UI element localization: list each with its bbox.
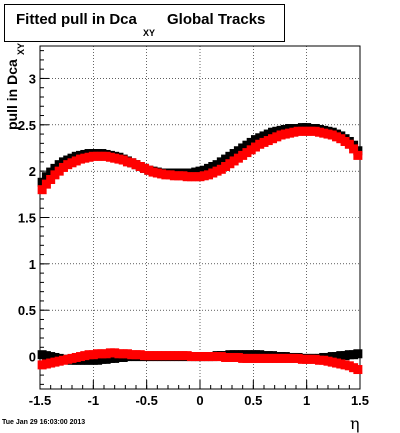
chart-title-rest: Global Tracks [167,11,266,28]
y-tick-label: 1.5 [18,211,36,226]
x-axis-label: η [350,414,360,433]
data-point [344,139,354,149]
y-tick-label: 3 [29,71,36,86]
y-axis-label-group [1,130,29,160]
data-point [349,144,359,154]
x-tick-label: -1.5 [29,393,51,408]
y-tick-label: 0 [29,350,36,365]
y-tick-label: 2.5 [18,118,36,133]
x-tick-label: -1 [88,393,100,408]
x-tick-label: 1 [303,393,310,408]
y-axis-label-subscript: XY [16,42,26,55]
y-tick-label: 1 [29,257,36,272]
timestamp: Tue Jan 29 16:03:00 2013 [2,419,86,426]
y-tick-label: 2 [29,164,36,179]
data-point [353,365,363,375]
data-point [37,185,47,195]
data-point [41,179,51,189]
data-point [353,349,363,359]
x-tick-label: 0 [196,393,203,408]
chart-title: Fitted pull in Dca [16,11,137,28]
data-point [353,150,363,160]
chart-title-subscript: XY [143,28,156,38]
data-point [46,174,56,184]
y-axis-label-text: pull in Dca [4,59,20,130]
x-tick-label: 0.5 [244,393,262,408]
x-tick-label: -0.5 [135,393,157,408]
chart-title-box: Fitted pull in Dca XY Global Tracks [4,4,285,42]
x-tick-label: 1.5 [351,393,369,408]
y-tick-label: 0.5 [18,303,36,318]
